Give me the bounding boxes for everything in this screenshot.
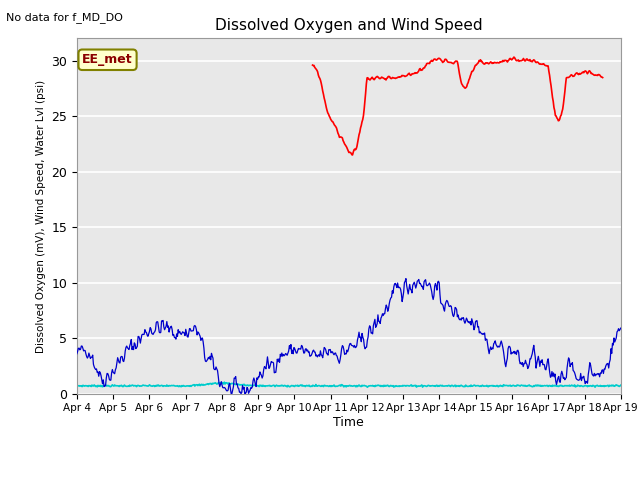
Text: EE_met: EE_met (82, 53, 133, 66)
Legend: DisOxy, ws, WaterLevel: DisOxy, ws, WaterLevel (201, 478, 497, 480)
X-axis label: Time: Time (333, 416, 364, 429)
Text: No data for f_MD_DO: No data for f_MD_DO (6, 12, 124, 23)
Y-axis label: Dissolved Oxygen (mV), Wind Speed, Water Lvl (psi): Dissolved Oxygen (mV), Wind Speed, Water… (36, 79, 45, 353)
Title: Dissolved Oxygen and Wind Speed: Dissolved Oxygen and Wind Speed (215, 18, 483, 33)
